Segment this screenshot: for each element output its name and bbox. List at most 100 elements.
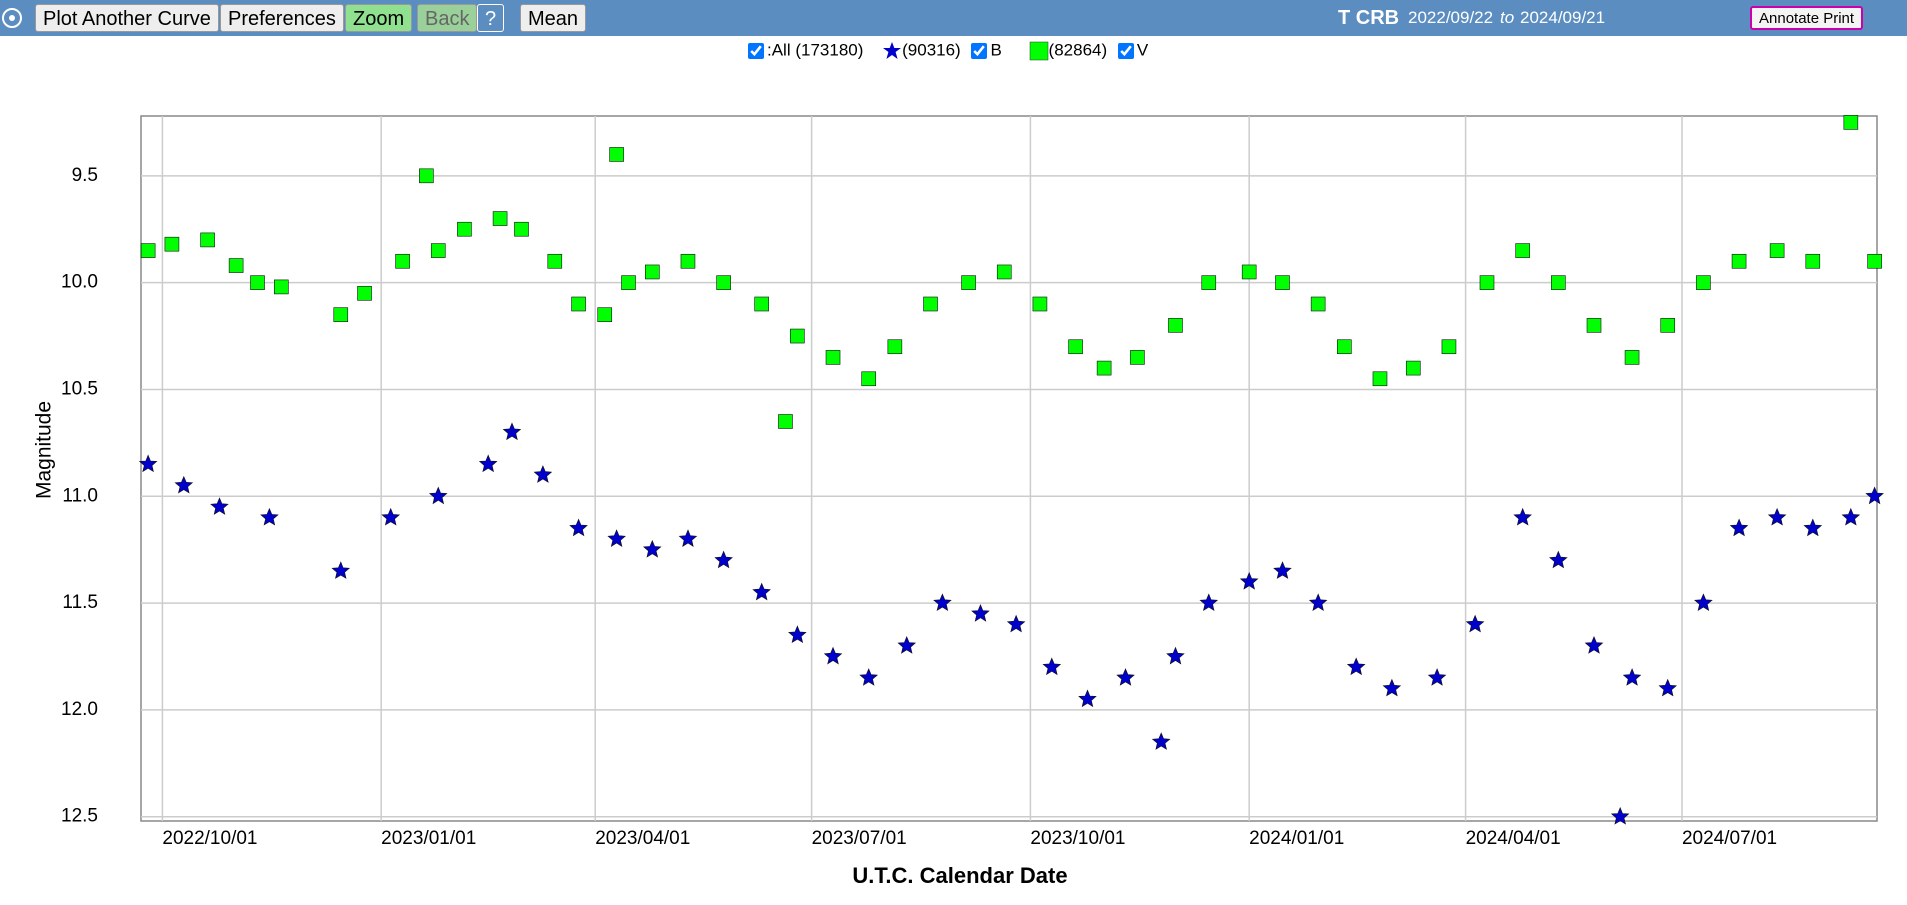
data-point [514, 221, 529, 237]
data-point [1841, 507, 1861, 526]
x-tick-label: 2023/01/01 [381, 828, 476, 849]
button[interactable]: Zoom [345, 4, 413, 32]
data-point [823, 646, 843, 665]
data-point [923, 296, 938, 312]
data-point [1346, 657, 1366, 676]
data-point [1130, 350, 1145, 365]
data-point [1622, 668, 1642, 686]
annotate-button[interactable]: Annotate Print [1750, 6, 1864, 30]
data-point [1096, 360, 1112, 376]
data-point [933, 593, 952, 612]
data-point [140, 243, 156, 258]
data-point [1116, 668, 1135, 686]
x-tick-label: 2024/04/01 [1466, 828, 1561, 849]
toolbar: Plot Another Curve Preferences Zoom Back… [0, 0, 1907, 36]
data-point [790, 328, 805, 344]
data-point [430, 243, 446, 258]
data-point [502, 422, 522, 441]
data-point [547, 253, 563, 269]
data-point [174, 475, 194, 494]
data-point [569, 518, 588, 537]
object-name: T CRB [1338, 7, 1400, 29]
data-point [1427, 668, 1447, 686]
data-point [457, 221, 472, 237]
x-tick-label: 2023/10/01 [1030, 828, 1125, 849]
legend-count: (82864) [1048, 40, 1108, 60]
y-tick-label: 10.0 [61, 272, 98, 293]
data-point [1515, 243, 1530, 258]
data-point [1865, 486, 1884, 505]
data-point [478, 454, 498, 473]
data-point [1275, 275, 1290, 290]
data-point [887, 339, 903, 355]
data-point [1006, 614, 1026, 633]
data-point [1241, 264, 1257, 280]
data-point [1731, 253, 1747, 269]
logo [2, 8, 22, 28]
data-point [1042, 657, 1062, 676]
data-point [1658, 678, 1678, 697]
data-point [1769, 243, 1785, 258]
legend-entry: V [1136, 40, 1149, 60]
data-point [1337, 339, 1352, 355]
legend-marker [883, 41, 902, 59]
data-point [1803, 518, 1823, 537]
data-point [1199, 593, 1219, 612]
data-point [1610, 806, 1630, 825]
data-point [1078, 689, 1097, 708]
data-point [1151, 732, 1171, 750]
data-point [961, 275, 976, 290]
data-point [716, 275, 731, 290]
data-point [788, 625, 807, 644]
legend-entry: B [990, 40, 1002, 60]
button[interactable]: ? [477, 4, 505, 32]
data-point [1729, 518, 1749, 537]
data-point [274, 279, 289, 295]
y-tick-label: 10.5 [61, 378, 98, 399]
data-point [492, 211, 508, 226]
data-point [642, 539, 662, 558]
data-point [138, 454, 158, 473]
data-point [971, 604, 990, 622]
button[interactable]: Preferences [220, 4, 344, 32]
start-date: 2022/09/22 [1408, 8, 1494, 27]
button[interactable]: Plot Another Curve [35, 4, 219, 32]
data-point [1441, 339, 1457, 355]
data-point [381, 507, 401, 526]
legend-count: (90316) [902, 40, 961, 60]
data-point [428, 486, 448, 505]
checkbox[interactable] [748, 42, 764, 59]
x-tick-label: 2023/07/01 [812, 828, 907, 849]
data-point [1465, 614, 1485, 633]
data-point [754, 296, 769, 312]
data-point [1513, 507, 1532, 526]
data-point [1166, 646, 1185, 665]
data-point [1694, 593, 1713, 612]
data-point [714, 550, 733, 569]
data-point [1767, 507, 1787, 526]
x-tick-label: 2024/07/01 [1682, 828, 1777, 849]
checkbox[interactable] [1117, 42, 1134, 59]
data-point [571, 296, 586, 312]
data-point [607, 529, 626, 547]
checkbox[interactable] [971, 42, 988, 59]
data-point [1068, 339, 1083, 355]
x-tick-label: 2024/01/01 [1249, 828, 1344, 849]
data-point [200, 232, 215, 248]
data-point [419, 168, 434, 184]
data-point [861, 371, 876, 387]
data-point [597, 307, 613, 322]
data-point [164, 236, 180, 252]
data-point [1372, 371, 1388, 387]
button[interactable]: Mean [520, 4, 587, 32]
data-point [897, 636, 917, 654]
data-point [395, 253, 410, 269]
data-point [778, 414, 793, 429]
data-point [825, 350, 841, 365]
legend: :All (173180) (90316) B (82864) V [748, 38, 1148, 62]
data-point [996, 264, 1012, 280]
button[interactable]: Back [417, 4, 478, 32]
range-to: to [1500, 8, 1515, 27]
